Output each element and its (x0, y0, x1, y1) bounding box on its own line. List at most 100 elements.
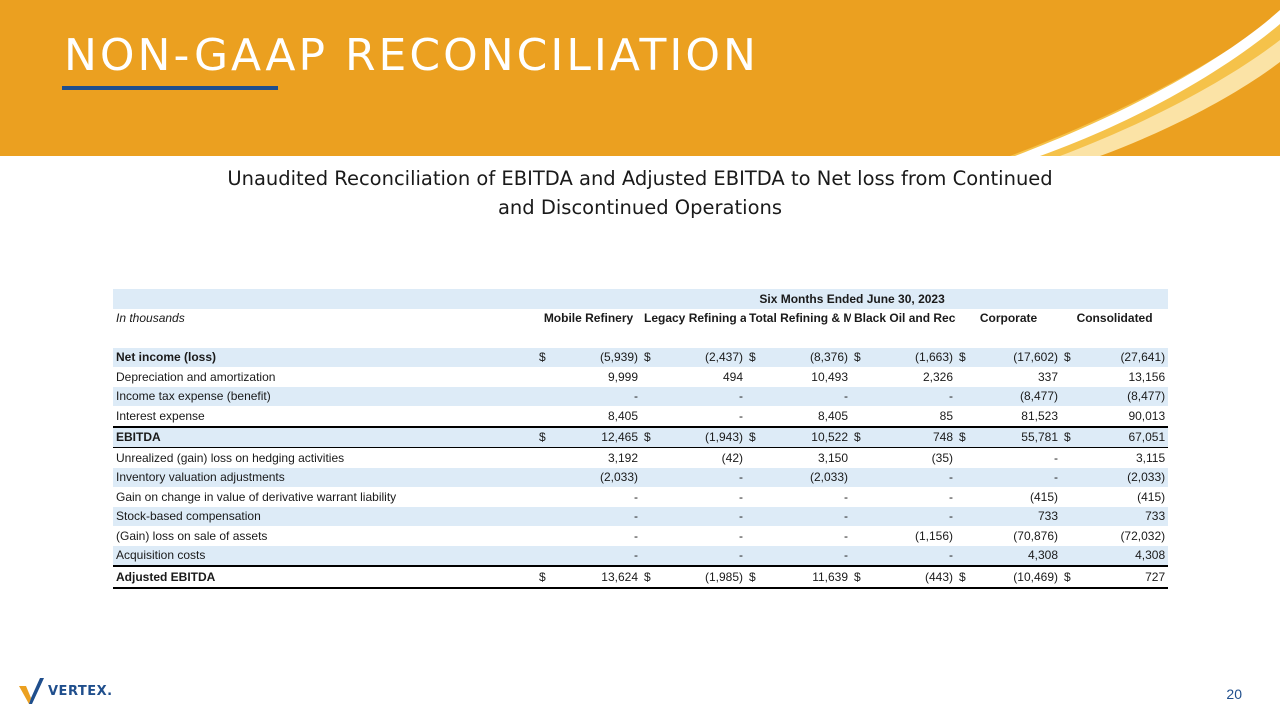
cell-value: - (653, 506, 746, 526)
cell-value: - (758, 386, 851, 406)
cell-value: 13,156 (1128, 369, 1166, 384)
table-row-adjusted-ebitda: Adjusted EBITDA $ 13,624 $ (1,985) $ 11,… (113, 565, 1169, 589)
cell-value: - (863, 506, 956, 526)
cell-value: (10,469) (968, 565, 1061, 589)
col-header-corporate: Corporate (979, 311, 1038, 326)
header-band: NON-GAAP RECONCILIATION (0, 0, 1280, 156)
cell-value: (2,033) (758, 467, 851, 487)
col-header-total-refining: Total Refining & Marketing (749, 311, 851, 326)
row-label: Stock-based compensation (113, 506, 536, 526)
currency-symbol: $ (956, 425, 968, 448)
cell-value: 13,624 (548, 565, 641, 589)
cell-value: - (634, 489, 638, 504)
cell-value: - (548, 386, 641, 406)
reconciliation-table: Six Months Ended June 30, 2023 In thousa… (113, 289, 1169, 589)
table-row: Acquisition costs - - - - 4,308 4,308 (113, 545, 1169, 566)
cell-value: 494 (722, 369, 743, 384)
cell-value: (415) (1029, 489, 1058, 504)
cell-value: - (758, 506, 851, 526)
cell-value: - (739, 528, 743, 543)
cell-value: - (739, 489, 743, 504)
row-label: (Gain) loss on sale of assets (116, 528, 268, 543)
col-header-legacy-refining: Legacy Refining and Marketing (644, 311, 746, 326)
cell-value: (443) (863, 565, 956, 589)
currency-symbol: $ (641, 425, 653, 448)
cell-value: (35) (863, 447, 956, 468)
cell-value: (42) (653, 447, 746, 468)
page-title: NON-GAAP RECONCILIATION (64, 30, 759, 81)
cell-value: - (739, 408, 743, 423)
cell-value: - (863, 467, 956, 487)
currency-symbol: $ (1061, 425, 1073, 448)
col-header-black-oil: Black Oil and Recovery (854, 311, 956, 326)
cell-value: 3,150 (758, 447, 851, 468)
cell-value: (17,602) (968, 347, 1061, 367)
row-label: Gain on change in value of derivative wa… (116, 489, 397, 504)
currency-symbol: $ (536, 565, 548, 589)
cell-value: 8,405 (817, 408, 848, 423)
subtitle-line-1: Unaudited Reconciliation of EBITDA and A… (227, 167, 1053, 190)
subtitle-line-2: and Discontinued Operations (497, 196, 783, 219)
table-subtitle: Unaudited Reconciliation of EBITDA and A… (0, 164, 1280, 222)
currency-symbol: $ (851, 425, 863, 448)
row-label: Interest expense (116, 408, 205, 423)
cell-value: 10,522 (758, 425, 851, 448)
table-row: Depreciation and amortization 9,999 494 … (113, 367, 1168, 387)
table-row: Inventory valuation adjustments (2,033) … (113, 467, 1169, 487)
cell-value: - (653, 386, 746, 406)
cell-value: (1,663) (863, 347, 956, 367)
cell-value: 727 (1073, 565, 1169, 589)
row-label: Income tax expense (benefit) (113, 386, 536, 406)
row-label: Net income (loss) (113, 347, 536, 367)
title-underline (62, 86, 278, 90)
table-row-ebitda: EBITDA $ 12,465 $ (1,943) $ 10,522 $ 748… (113, 425, 1169, 448)
table-row: Unrealized (gain) loss on hedging activi… (113, 447, 1169, 468)
cell-value: (1,943) (653, 425, 746, 448)
header-swoosh-graphic (1010, 10, 1280, 156)
cell-value: - (863, 545, 956, 566)
cell-value: - (968, 467, 1061, 487)
table-row: (Gain) loss on sale of assets - - - (1,1… (113, 526, 1168, 546)
currency-symbol: $ (746, 565, 758, 589)
page-number: 20 (1226, 686, 1242, 702)
cell-value: - (758, 545, 851, 566)
currency-symbol: $ (1061, 565, 1073, 589)
cell-value: 90,013 (1128, 408, 1166, 423)
spacer-row (113, 328, 1168, 348)
currency-symbol: $ (956, 347, 968, 367)
row-label: Depreciation and amortization (116, 369, 276, 384)
cell-value: (1,156) (914, 528, 953, 543)
table-row: Stock-based compensation - - - - 733 733 (113, 506, 1169, 526)
cell-value: - (968, 447, 1061, 468)
currency-symbol: $ (1061, 347, 1073, 367)
cell-value: 12,465 (548, 425, 641, 448)
currency-symbol: $ (851, 347, 863, 367)
cell-value: 4,308 (1073, 545, 1169, 566)
row-label: Unrealized (gain) loss on hedging activi… (113, 447, 536, 468)
cell-value: 3,192 (548, 447, 641, 468)
cell-value: (72,032) (1120, 528, 1166, 543)
cell-value: (8,477) (1073, 386, 1169, 406)
cell-value: 8,405 (607, 408, 638, 423)
cell-value: - (863, 386, 956, 406)
cell-value: 748 (863, 425, 956, 448)
cell-value: (27,641) (1073, 347, 1169, 367)
cell-value: (2,437) (653, 347, 746, 367)
cell-value: (2,033) (548, 467, 641, 487)
cell-value: - (548, 506, 641, 526)
currency-symbol: $ (641, 347, 653, 367)
cell-value: 67,051 (1073, 425, 1169, 448)
currency-symbol: $ (536, 347, 548, 367)
period-header-row: Six Months Ended June 30, 2023 (113, 289, 1169, 309)
period-label: Six Months Ended June 30, 2023 (536, 289, 1169, 309)
row-label: Adjusted EBITDA (113, 565, 536, 589)
cell-value: 3,115 (1073, 447, 1169, 468)
currency-symbol: $ (641, 565, 653, 589)
cell-value: - (634, 528, 638, 543)
table-row: Interest expense 8,405 - 8,405 85 81,523… (113, 406, 1168, 427)
currency-symbol: $ (851, 565, 863, 589)
cell-value: 733 (968, 506, 1061, 526)
cell-value: 81,523 (1021, 408, 1058, 423)
table-row: Gain on change in value of derivative wa… (113, 487, 1168, 507)
currency-symbol: $ (956, 565, 968, 589)
